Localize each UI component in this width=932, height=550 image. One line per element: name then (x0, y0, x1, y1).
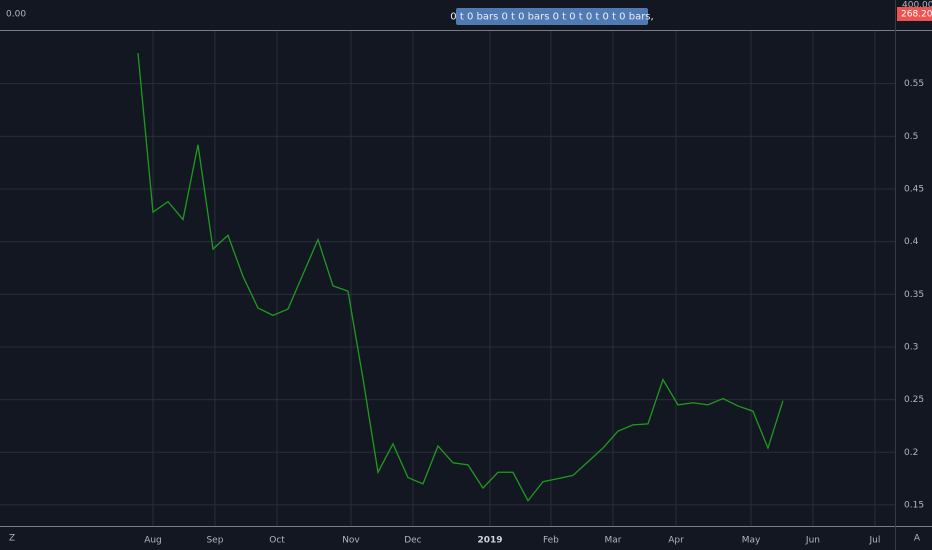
y-tick-label: 0.4 (904, 237, 919, 247)
tooltip-box (456, 8, 648, 25)
price-badge (897, 7, 932, 21)
y-tick-label: 0.5 (904, 132, 918, 142)
x-tick-label: Apr (668, 536, 684, 546)
top-scale-label: 400.00 (902, 1, 932, 11)
x-tick-label: Jun (805, 536, 820, 546)
x-tick-label: Mar (605, 536, 622, 546)
y-tick-label: 0.15 (904, 500, 924, 510)
top-pane-value: 0.00 (6, 10, 26, 20)
y-tick-label: 0.35 (904, 290, 924, 300)
x-tick-label: 2019 (477, 536, 502, 546)
data-line (137, 53, 784, 502)
x-tick-label: May (742, 536, 761, 546)
y-tick-label: 0.25 (904, 395, 924, 405)
price-badge-text: 268.20 (901, 10, 932, 20)
scale-button[interactable]: Z (9, 534, 15, 544)
x-tick-label: Nov (342, 536, 360, 546)
y-tick-label: 0.45 (904, 184, 924, 194)
x-tick-label: Jul (868, 536, 880, 546)
x-tick-label: Feb (543, 536, 559, 546)
x-tick-label: Oct (269, 536, 285, 546)
y-tick-label: 0.2 (904, 448, 918, 458)
x-tick-label: Aug (144, 536, 162, 546)
x-tick-label: Sep (206, 536, 223, 546)
tooltip-text: 0 t 0 bars 0 t 0 bars 0 t 0 t 0 t 0 t 0 … (450, 12, 653, 23)
y-tick-label: 0.3 (904, 342, 918, 352)
y-tick-label: 0.55 (904, 79, 924, 89)
auto-button[interactable]: A (914, 534, 921, 544)
x-tick-label: Dec (404, 536, 421, 546)
